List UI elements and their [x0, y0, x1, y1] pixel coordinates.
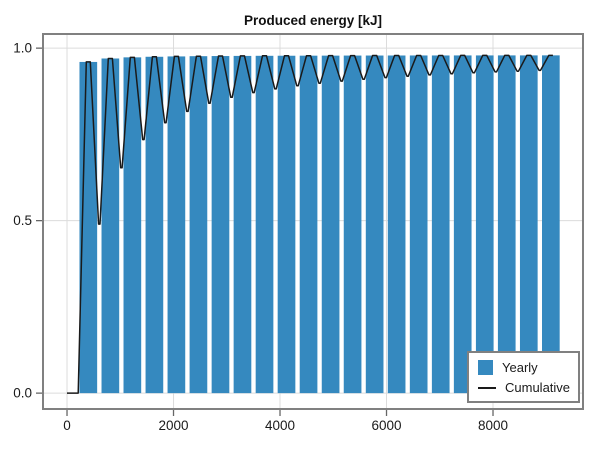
bar — [299, 55, 318, 394]
bar — [189, 56, 208, 394]
bar — [211, 56, 230, 394]
x-tick-label: 0 — [63, 418, 71, 433]
bar — [233, 55, 252, 394]
bar — [431, 55, 450, 394]
bar — [519, 55, 538, 394]
x-tick-label: 6000 — [371, 418, 401, 433]
y-tick-label: 0.0 — [13, 386, 32, 401]
x-tick-label: 4000 — [265, 418, 295, 433]
y-tick-label: 1.0 — [13, 41, 32, 56]
bar — [475, 55, 494, 394]
bar — [101, 58, 120, 394]
legend: Yearly Cumulative — [467, 351, 580, 403]
bar — [277, 55, 296, 394]
bar — [453, 55, 472, 394]
spine-rect — [42, 33, 584, 410]
cumulative-polyline — [67, 54, 553, 394]
y-tick-label: 0.5 — [13, 213, 32, 228]
cumulative-swatch-icon — [478, 386, 496, 389]
bar — [145, 56, 164, 394]
x-tick-label: 2000 — [158, 418, 188, 433]
plot-frame — [42, 33, 584, 410]
bar — [541, 55, 560, 394]
legend-item-yearly: Yearly — [469, 359, 578, 375]
yearly-swatch-icon — [478, 359, 493, 375]
legend-item-cumulative: Cumulative — [469, 381, 578, 394]
chart-title: Produced energy [kJ] — [244, 13, 382, 28]
bar — [255, 55, 274, 394]
bar — [497, 55, 516, 394]
legend-label-yearly: Yearly — [502, 359, 538, 375]
yearly-bars — [79, 55, 560, 394]
legend-label-cumulative: Cumulative — [505, 380, 571, 396]
x-tick-label: 8000 — [478, 418, 508, 433]
bar — [365, 55, 384, 394]
bar — [321, 55, 340, 394]
bar — [123, 57, 142, 394]
axis-ticks: 0 2000 4000 6000 8000 0.0 0.5 1.0 — [13, 41, 508, 433]
bar — [409, 55, 428, 394]
bar — [167, 56, 186, 394]
cumulative-line — [67, 54, 553, 394]
bar — [343, 55, 362, 394]
bar — [387, 55, 406, 394]
